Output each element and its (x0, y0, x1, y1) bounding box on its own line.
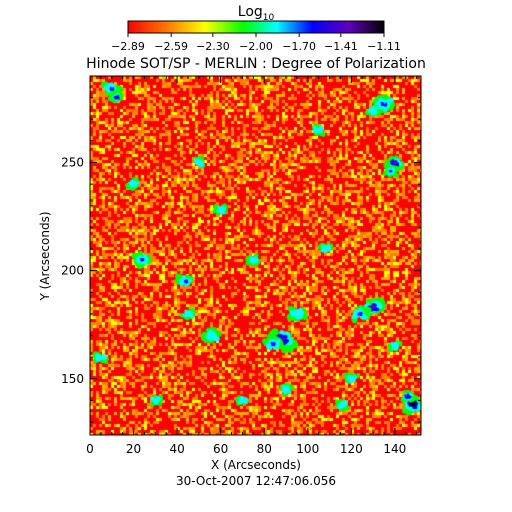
y-axis: 150 200 250 (61, 97, 421, 423)
colorbar-tick-label: −1.70 (282, 40, 316, 53)
x-axis-label: X (Arcseconds) (211, 458, 301, 472)
x-tick-label: 120 (340, 442, 363, 456)
y-axis-label: Y (Arcseconds) (38, 211, 52, 301)
heatmap-image (90, 76, 421, 435)
timestamp: 30-Oct-2007 12:47:06.056 (176, 474, 336, 488)
colorbar-tick-label: −2.00 (239, 40, 273, 53)
y-tick-label: 250 (61, 156, 84, 170)
colorbar-tick-label: −1.41 (324, 40, 358, 53)
colorbar (127, 20, 385, 34)
x-tick-label: 20 (126, 442, 141, 456)
colorbar-ticks: −2.89 −2.59 −2.30 −2.00 −1.70 −1.41 −1.11 (111, 33, 401, 53)
y-tick-label: 200 (61, 264, 84, 278)
x-tick-label: 0 (86, 442, 94, 456)
x-tick-label: 40 (169, 442, 184, 456)
x-tick-label: 140 (383, 442, 406, 456)
x-tick-label: 80 (257, 442, 272, 456)
colorbar-tick-label: −2.59 (154, 40, 188, 53)
colorbar-tick-label: −1.11 (367, 40, 401, 53)
heatmap-raster (90, 76, 421, 435)
colorbar-tick-label: −2.89 (111, 40, 145, 53)
colorbar-title-base: Log (238, 4, 263, 20)
chart-title: Hinode SOT/SP - MERLIN : Degree of Polar… (86, 56, 426, 72)
plot-frame (89, 75, 422, 436)
colorbar-tick-label: −2.30 (196, 40, 230, 53)
y-tick-label: 150 (61, 372, 84, 386)
x-axis: 0 20 40 60 80 100 120 140 (86, 76, 418, 456)
colorbar-title-sub: 10 (263, 13, 275, 23)
colorbar-title: Log10 (238, 4, 275, 23)
x-tick-label: 60 (213, 442, 228, 456)
x-tick-label: 100 (296, 442, 319, 456)
